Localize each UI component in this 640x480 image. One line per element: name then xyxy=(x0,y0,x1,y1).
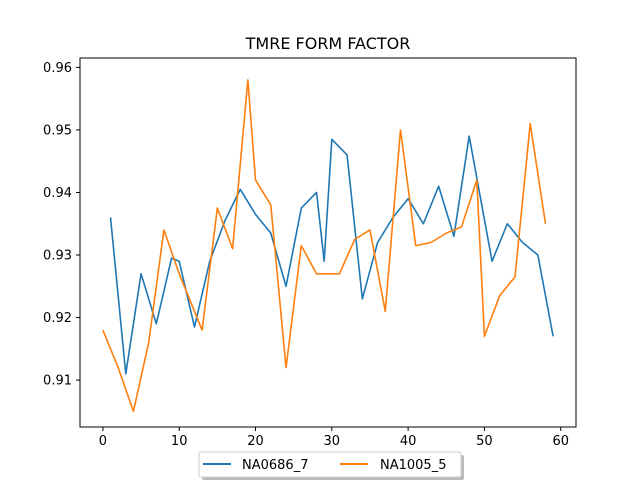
legend-label-na1005-5: NA1005_5 xyxy=(380,458,446,473)
legend: NA0686_7 NA1005_5 xyxy=(198,451,464,480)
y-tick-label: 0.94 xyxy=(43,186,72,201)
x-tick-label: 0 xyxy=(99,434,107,449)
series-line-na0686-7 xyxy=(109,135,554,375)
series-line-na1005-5 xyxy=(102,79,547,413)
y-tick-label: 0.95 xyxy=(43,123,72,138)
x-tick-label: 30 xyxy=(324,434,341,449)
y-tick-label: 0.93 xyxy=(43,249,72,264)
y-axis: 0.91 0.92 0.93 0.94 0.95 0.96 xyxy=(43,61,80,389)
x-tick-label: 20 xyxy=(247,434,264,449)
x-tick-label: 60 xyxy=(552,434,569,449)
y-tick-label: 0.96 xyxy=(43,61,72,76)
x-tick-label: 50 xyxy=(476,434,493,449)
series-layer xyxy=(102,79,554,413)
legend-label-na0686-7: NA0686_7 xyxy=(242,458,308,473)
plot-area xyxy=(79,57,577,428)
y-tick-label: 0.92 xyxy=(43,311,72,326)
x-tick-label: 40 xyxy=(400,434,417,449)
y-tick-label: 0.91 xyxy=(43,374,72,389)
axes-frame xyxy=(79,57,577,428)
x-tick-label: 10 xyxy=(171,434,188,449)
legend-box xyxy=(198,451,462,478)
x-axis: 0 10 20 30 40 50 60 xyxy=(99,427,569,449)
chart-title: TMRE FORM FACTOR xyxy=(245,34,411,53)
